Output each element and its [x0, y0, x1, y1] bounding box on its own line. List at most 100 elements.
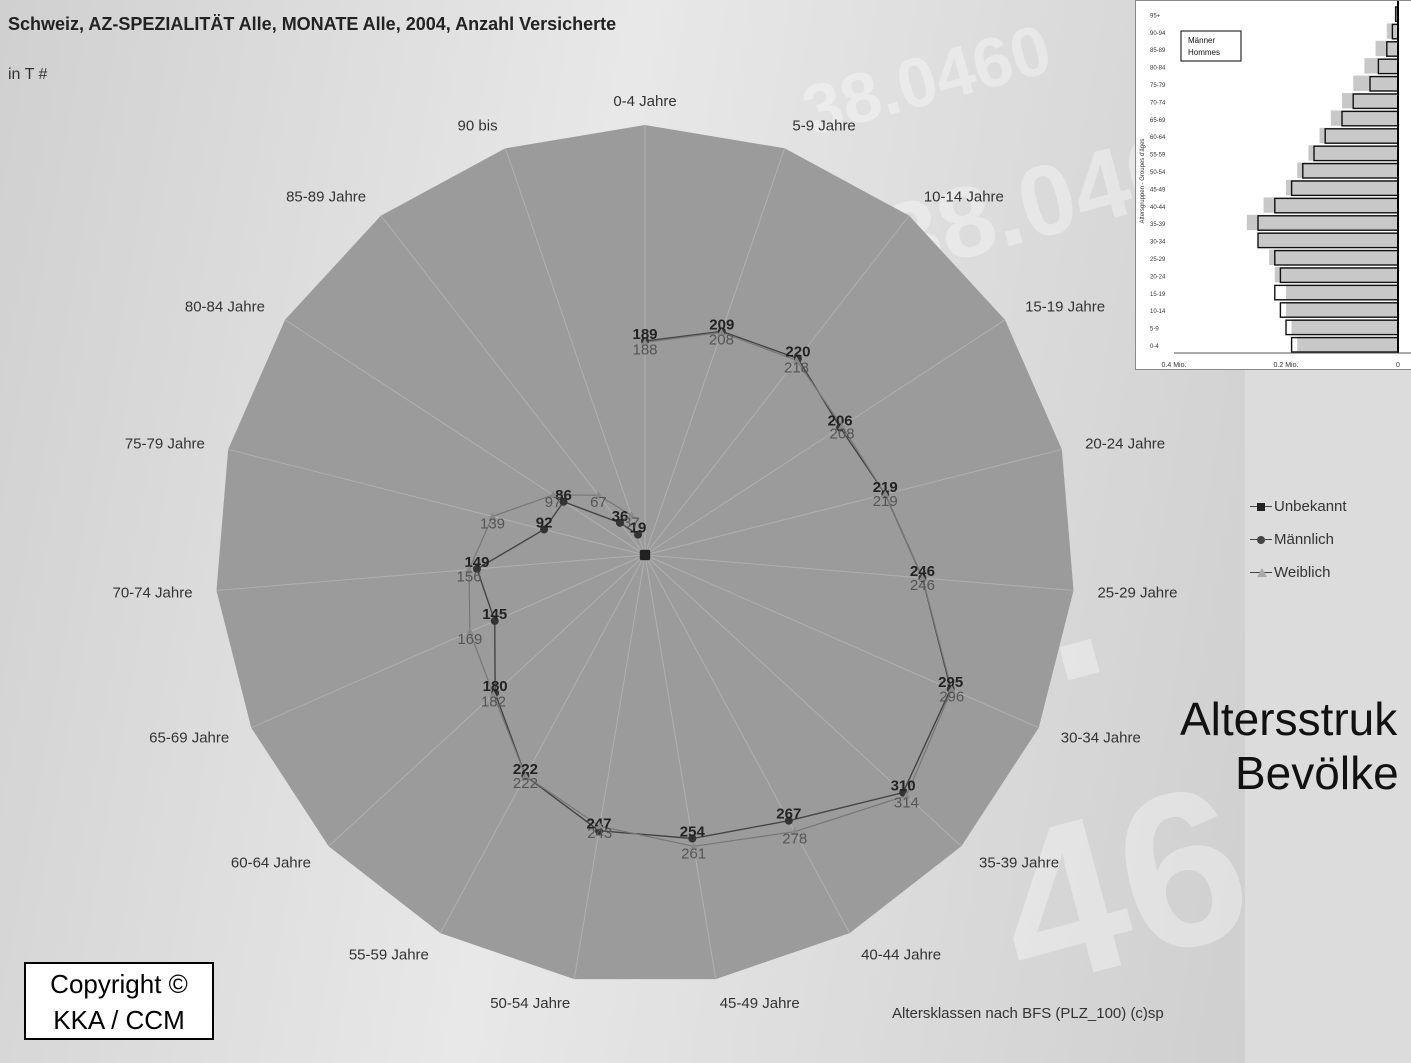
chart-title: Schweiz, AZ-SPEZIALITÄT Alle, MONATE All… [8, 14, 617, 34]
triangle-marker-icon [1250, 567, 1272, 579]
data-point [717, 328, 726, 336]
data-label: 246 [910, 563, 935, 580]
age-group-label: 15-19 [1150, 292, 1166, 298]
data-point [790, 827, 799, 835]
data-label: 278 [782, 831, 807, 848]
category-label: 75-79 Jahre [125, 436, 205, 453]
pyramid-shadow-bar [1297, 336, 1398, 352]
data-point [688, 834, 697, 843]
data-label: 19 [630, 520, 647, 537]
radar-spoke [644, 554, 1074, 592]
category-label: 55-59 Jahre [349, 946, 429, 963]
x-tick-label: 0.2 Mio. [1274, 362, 1299, 369]
age-group-label: 40-44 [1150, 205, 1166, 211]
data-point [465, 627, 474, 635]
category-label: 60-64 Jahre [231, 854, 311, 871]
age-group-label: 10-14 [1150, 309, 1166, 315]
data-label: 92 [536, 514, 553, 531]
age-group-label: 80-84 [1150, 66, 1166, 72]
data-label: 169 [457, 631, 482, 648]
pyramid-shadow-bar [1258, 232, 1398, 248]
age-group-label: 5-9 [1150, 327, 1159, 333]
pyramid-shadow-bar [1353, 75, 1398, 91]
data-label: 267 [776, 806, 801, 823]
data-label: 218 [784, 359, 809, 376]
legend: Unbekannt Männlich Weiblich [1250, 490, 1347, 589]
data-point [627, 511, 636, 519]
radar-spoke [644, 448, 1062, 556]
category-label: 0-4 Jahre [613, 93, 676, 110]
pyramid-shadow-bar [1263, 197, 1398, 213]
heading-line1: Altersstruk [1180, 693, 1398, 745]
copyright-box: Copyright © KKA / CCM [24, 962, 214, 1040]
pyramid-shadow-bar [1286, 180, 1398, 196]
data-label: 310 [891, 778, 916, 795]
data-label: 295 [938, 674, 963, 691]
category-label: 10-14 Jahre [924, 189, 1004, 206]
data-label: 222 [513, 761, 538, 778]
category-label: 35-39 Jahre [979, 854, 1059, 871]
pyramid-shadow-bar [1330, 110, 1398, 126]
data-label: 220 [785, 344, 810, 361]
data-label: 209 [709, 316, 734, 333]
legend-item-maennlich: Männlich [1250, 523, 1347, 556]
age-group-label: 0-4 [1150, 344, 1159, 350]
category-label: 80-84 Jahre [185, 299, 265, 316]
data-point [521, 771, 530, 779]
data-label: 180 [483, 678, 508, 695]
pyramid-shadow-bar [1319, 127, 1398, 144]
copyright-line1: Copyright © [50, 969, 188, 999]
category-label: 65-69 Jahre [149, 729, 229, 746]
pyramid-legend-box [1180, 30, 1242, 62]
category-label: 20-24 Jahre [1085, 436, 1165, 453]
heading-line2: Bevölke [1235, 747, 1399, 799]
radar-spoke [644, 215, 910, 556]
category-label: 50-54 Jahre [490, 995, 570, 1012]
category-label: 40-44 Jahre [861, 946, 941, 963]
data-point [902, 791, 911, 799]
category-label: 85-89 Jahre [286, 189, 366, 206]
radar-spoke [644, 554, 717, 980]
age-group-label: 70-74 [1150, 100, 1166, 106]
data-point [615, 518, 624, 527]
radar-spoke [504, 148, 646, 556]
data-point [540, 525, 549, 534]
data-point [549, 490, 558, 498]
pyramid-shadow-bar [1286, 284, 1398, 300]
data-point [595, 822, 604, 830]
data-label: 37 [623, 514, 640, 531]
data-point [489, 690, 498, 698]
data-label: 188 [632, 341, 657, 358]
age-group-label: 90-94 [1150, 31, 1166, 37]
data-label: 296 [939, 689, 964, 706]
age-group-label: 35-39 [1150, 222, 1166, 228]
data-point [641, 338, 649, 346]
data-label: 145 [482, 606, 507, 623]
age-group-label: 45-49 [1150, 187, 1166, 193]
category-label: 5-9 Jahre [792, 118, 855, 135]
pyramid-shadow-bar [1274, 267, 1398, 283]
data-point [594, 491, 603, 499]
pyramid-shadow-bar [1286, 301, 1398, 318]
data-label: 67 [590, 494, 607, 511]
category-label: 90 bis [458, 118, 498, 135]
x-tick-label: 0.4 Mio. [1162, 362, 1187, 369]
category-label: 30-34 Jahre [1061, 729, 1141, 746]
pyramid-legend-men: Männer [1188, 36, 1215, 45]
pyramid-shadow-bar [1246, 214, 1398, 231]
age-group-label: 30-34 [1150, 240, 1166, 246]
radar-spoke [644, 319, 1006, 556]
radar-spoke [439, 554, 646, 934]
age-group-label: 95+ [1150, 13, 1161, 19]
data-label: 182 [481, 693, 506, 710]
radar-spoke [380, 215, 646, 556]
data-point [490, 616, 499, 625]
data-label: 246 [910, 577, 935, 594]
pyramid-shadow-bar [1364, 58, 1398, 74]
age-group-label: 20-24 [1150, 274, 1166, 280]
pyramid-shadow-bar [1291, 319, 1398, 335]
category-label: 45-49 Jahre [720, 995, 800, 1012]
data-point [465, 565, 474, 573]
